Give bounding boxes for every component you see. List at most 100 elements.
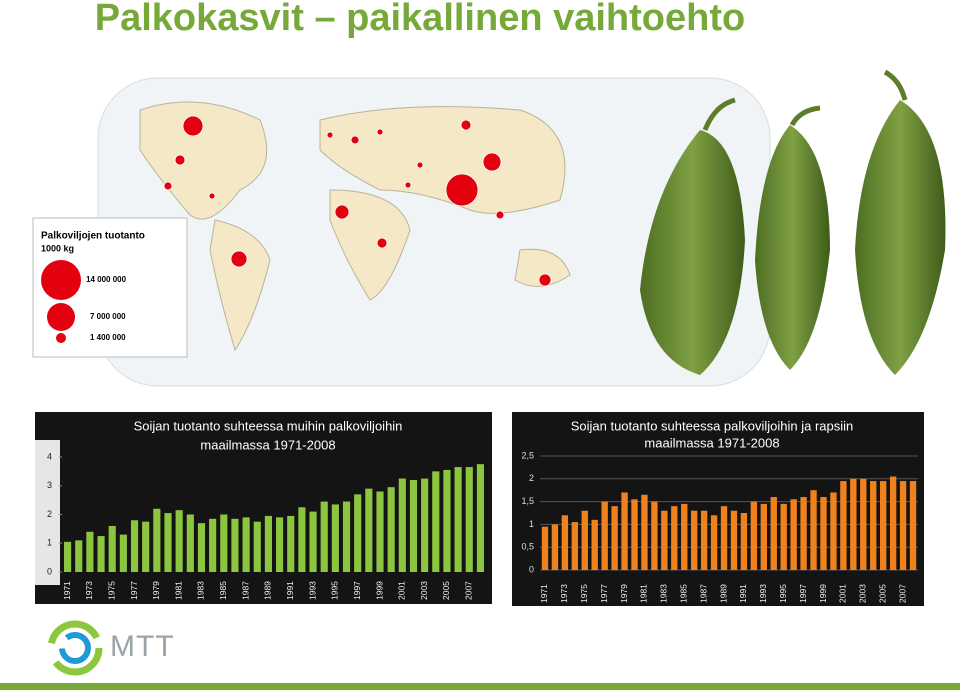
chart-title: Soijan tuotanto suhteessa palkoviljoihin…: [571, 418, 854, 433]
legend-circle: [47, 303, 75, 331]
bar: [443, 469, 451, 572]
y-tick-label: 2,5: [521, 450, 534, 460]
bar: [860, 478, 867, 570]
x-tick-label: 1981: [639, 584, 649, 603]
map-legend-title: Palkoviljojen tuotanto: [41, 231, 145, 242]
bar: [591, 519, 598, 570]
x-tick-label: 1999: [818, 584, 828, 603]
bar: [476, 464, 484, 572]
bar: [242, 517, 250, 572]
bar: [220, 514, 228, 572]
bar: [64, 541, 72, 572]
bar: [691, 510, 698, 570]
bar: [800, 497, 807, 570]
bar: [720, 506, 728, 570]
pea-pods: [640, 69, 946, 375]
x-tick-label: 1983: [196, 581, 206, 600]
bar: [810, 490, 817, 570]
bar: [830, 492, 837, 570]
x-tick-label: 1995: [330, 581, 340, 600]
bar: [253, 521, 261, 572]
bar: [97, 536, 105, 572]
logo: MTT: [47, 620, 175, 676]
bar: [231, 518, 239, 572]
bar: [681, 503, 688, 570]
legend-circle: [56, 333, 66, 343]
bar: [86, 531, 94, 572]
y-tick-label: 4: [47, 451, 52, 461]
tick-strip: [35, 440, 60, 585]
bar: [398, 478, 406, 572]
bar: [175, 510, 183, 572]
x-tick-label: 1971: [62, 581, 72, 600]
x-tick-label: 1977: [129, 581, 139, 600]
bar: [780, 503, 787, 570]
bar: [621, 492, 628, 570]
x-tick-label: 1995: [778, 584, 788, 603]
bar: [581, 510, 588, 570]
bar: [421, 478, 429, 572]
bar: [700, 510, 708, 570]
chart-title: maailmassa 1971-2008: [644, 435, 779, 450]
bar: [164, 513, 172, 572]
bar: [209, 518, 217, 572]
bar: [840, 481, 847, 570]
chart-title: Soijan tuotanto suhteessa muihin palkovi…: [134, 418, 403, 433]
x-tick-label: 1975: [106, 581, 116, 600]
bar: [365, 488, 373, 572]
x-tick-label: 1977: [599, 584, 609, 603]
footer-bar: [0, 683, 960, 690]
x-tick-label: 1991: [285, 581, 295, 600]
bar: [342, 501, 351, 572]
x-tick-label: 2001: [397, 581, 407, 600]
y-tick-label: 0: [47, 566, 52, 576]
x-tick-label: 1987: [240, 581, 250, 600]
x-tick-label: 1985: [218, 581, 228, 600]
y-tick-label: 3: [47, 480, 52, 490]
bar: [880, 481, 887, 570]
y-tick-label: 2: [529, 473, 534, 483]
bar: [571, 522, 578, 570]
y-tick-label: 1: [47, 538, 52, 548]
chart-title: maailmassa 1971-2008: [200, 437, 335, 452]
x-tick-label: 1987: [698, 584, 708, 603]
x-tick-label: 1971: [539, 584, 549, 603]
bar: [611, 506, 618, 570]
x-tick-label: 2003: [419, 581, 429, 600]
bar: [561, 515, 569, 570]
x-tick-label: 2005: [441, 581, 451, 600]
bar: [287, 515, 295, 572]
y-tick-label: 1,5: [521, 496, 534, 506]
legend-circle: [41, 260, 81, 300]
y-tick-label: 0: [529, 564, 534, 574]
bar: [376, 491, 384, 572]
map-legend-size: 1 400 000: [90, 333, 126, 342]
bar: [75, 540, 83, 572]
bar: [770, 497, 777, 570]
bar: [631, 499, 638, 570]
x-tick-label: 2007: [464, 581, 474, 600]
map-legend-size: 7 000 000: [90, 312, 126, 321]
bar: [541, 526, 549, 570]
bar: [309, 511, 317, 572]
bar: [432, 471, 440, 572]
bar: [850, 478, 857, 570]
y-tick-label: 1: [529, 519, 534, 529]
bar: [130, 520, 139, 572]
logo-text: MTT: [110, 630, 175, 663]
bar: [641, 494, 648, 570]
map-legend-unit: 1000 kg: [41, 243, 74, 253]
x-tick-label: 1979: [619, 584, 629, 603]
x-tick-label: 1975: [579, 584, 589, 603]
bar: [264, 515, 272, 572]
x-tick-label: 2007: [897, 584, 907, 603]
bar: [119, 534, 127, 572]
y-tick-label: 2: [47, 509, 52, 519]
world-map: Palkoviljojen tuotanto 1000 kg 14 000 00…: [32, 77, 771, 387]
bar: [108, 526, 116, 572]
bar: [870, 481, 877, 570]
x-tick-label: 1989: [718, 584, 728, 603]
bar: [551, 524, 559, 570]
y-tick-label: 0,5: [521, 542, 534, 552]
